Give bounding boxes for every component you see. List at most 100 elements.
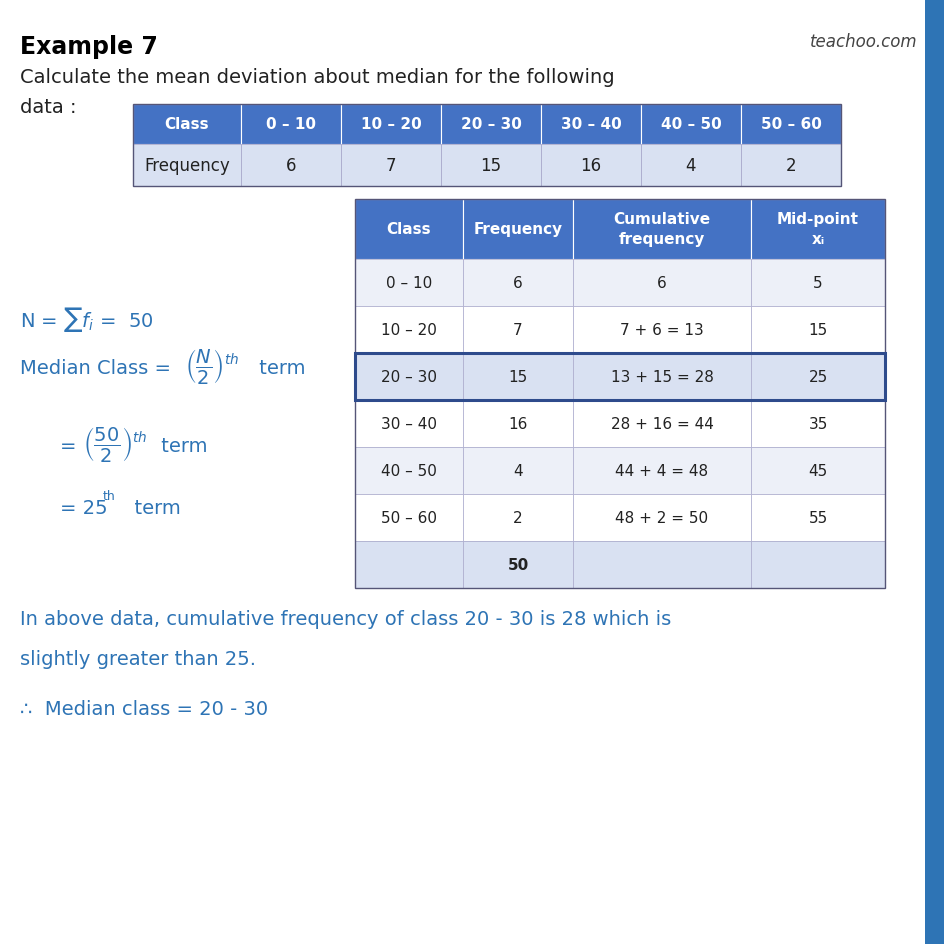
Bar <box>463 307 572 354</box>
Text: Calculate the mean deviation about median for the following: Calculate the mean deviation about media… <box>20 68 614 87</box>
Bar <box>355 495 463 542</box>
Text: 16: 16 <box>580 157 601 175</box>
Bar <box>355 400 463 447</box>
Text: 20 – 30: 20 – 30 <box>380 370 436 384</box>
Text: 7 + 6 = 13: 7 + 6 = 13 <box>619 323 703 338</box>
Text: 35: 35 <box>807 416 827 431</box>
Text: 40 – 50: 40 – 50 <box>380 464 436 479</box>
Text: = 25: = 25 <box>59 499 108 518</box>
Text: 6: 6 <box>656 276 666 291</box>
Text: 45: 45 <box>807 464 827 479</box>
Text: 10 – 20: 10 – 20 <box>361 117 421 132</box>
Bar <box>572 354 750 400</box>
Bar <box>572 307 750 354</box>
Text: =: = <box>59 437 83 456</box>
Bar <box>241 144 341 187</box>
Text: 2: 2 <box>784 157 796 175</box>
Text: ∴  Median class = 20 - 30: ∴ Median class = 20 - 30 <box>20 700 268 718</box>
Bar <box>355 447 463 495</box>
Bar <box>463 354 572 400</box>
Bar <box>750 307 885 354</box>
Bar <box>572 495 750 542</box>
Bar <box>572 200 750 260</box>
Bar <box>750 260 885 307</box>
Bar <box>355 307 463 354</box>
Bar <box>572 260 750 307</box>
Text: N = $\sum f_i$ =  50: N = $\sum f_i$ = 50 <box>20 305 153 334</box>
Text: term: term <box>122 499 180 518</box>
Text: 50: 50 <box>507 557 528 572</box>
Text: 4: 4 <box>513 464 522 479</box>
Bar <box>750 400 885 447</box>
Bar <box>355 354 463 400</box>
Text: data :: data : <box>20 98 76 117</box>
Bar <box>750 495 885 542</box>
Text: term: term <box>155 437 208 456</box>
Bar <box>750 200 885 260</box>
Bar <box>750 542 885 588</box>
Text: 13 + 15 = 28: 13 + 15 = 28 <box>610 370 713 384</box>
Text: 44 + 4 = 48: 44 + 4 = 48 <box>615 464 708 479</box>
Text: 30 – 40: 30 – 40 <box>560 117 621 132</box>
Text: 15: 15 <box>480 157 501 175</box>
Text: frequency: frequency <box>618 232 704 247</box>
Bar <box>133 105 241 144</box>
Text: Frequency: Frequency <box>144 157 229 175</box>
Bar <box>572 542 750 588</box>
Bar <box>572 400 750 447</box>
Bar <box>750 447 885 495</box>
Text: Median Class =: Median Class = <box>20 359 177 379</box>
Text: $\left(\dfrac{N}{2}\right)^{th}$: $\left(\dfrac{N}{2}\right)^{th}$ <box>185 347 239 386</box>
Bar <box>355 354 885 400</box>
Bar <box>133 144 241 187</box>
Bar <box>463 400 572 447</box>
Bar <box>355 200 885 588</box>
Text: 15: 15 <box>807 323 827 338</box>
Bar <box>241 105 341 144</box>
Text: In above data, cumulative frequency of class 20 - 30 is 28 which is: In above data, cumulative frequency of c… <box>20 610 670 629</box>
Text: 7: 7 <box>513 323 522 338</box>
Text: 7: 7 <box>385 157 396 175</box>
Bar <box>355 542 463 588</box>
Text: Class: Class <box>164 117 209 132</box>
Bar <box>341 105 441 144</box>
Bar <box>540 144 640 187</box>
Text: xᵢ: xᵢ <box>811 232 824 247</box>
Text: th: th <box>103 490 115 503</box>
Text: Example 7: Example 7 <box>20 35 158 59</box>
Text: 50 – 60: 50 – 60 <box>380 511 436 526</box>
Bar <box>463 447 572 495</box>
Text: 10 – 20: 10 – 20 <box>380 323 436 338</box>
Bar <box>441 144 540 187</box>
Text: 50 – 60: 50 – 60 <box>760 117 820 132</box>
Text: 6: 6 <box>285 157 295 175</box>
Text: 0 – 10: 0 – 10 <box>385 276 431 291</box>
Text: Mid-point: Mid-point <box>776 212 858 228</box>
Text: Cumulative: Cumulative <box>613 212 710 228</box>
Text: teachoo.com: teachoo.com <box>810 33 917 51</box>
Bar <box>540 105 640 144</box>
Text: term: term <box>253 359 305 379</box>
Text: 4: 4 <box>685 157 696 175</box>
Bar <box>463 542 572 588</box>
Text: 20 – 30: 20 – 30 <box>460 117 521 132</box>
Text: 30 – 40: 30 – 40 <box>380 416 436 431</box>
Text: Frequency: Frequency <box>473 222 562 237</box>
Text: 40 – 50: 40 – 50 <box>660 117 720 132</box>
Bar <box>740 105 840 144</box>
Text: 5: 5 <box>813 276 822 291</box>
Bar <box>441 105 540 144</box>
Text: 55: 55 <box>807 511 827 526</box>
Bar <box>463 200 572 260</box>
Bar <box>355 260 463 307</box>
Text: 25: 25 <box>807 370 827 384</box>
Bar <box>341 144 441 187</box>
Text: 2: 2 <box>513 511 522 526</box>
Bar <box>463 260 572 307</box>
Bar <box>355 200 463 260</box>
Text: 48 + 2 = 50: 48 + 2 = 50 <box>615 511 708 526</box>
Bar <box>640 105 740 144</box>
Text: $\left(\dfrac{50}{2}\right)^{th}$: $\left(\dfrac{50}{2}\right)^{th}$ <box>83 425 147 464</box>
Bar <box>572 447 750 495</box>
Text: Class: Class <box>386 222 430 237</box>
